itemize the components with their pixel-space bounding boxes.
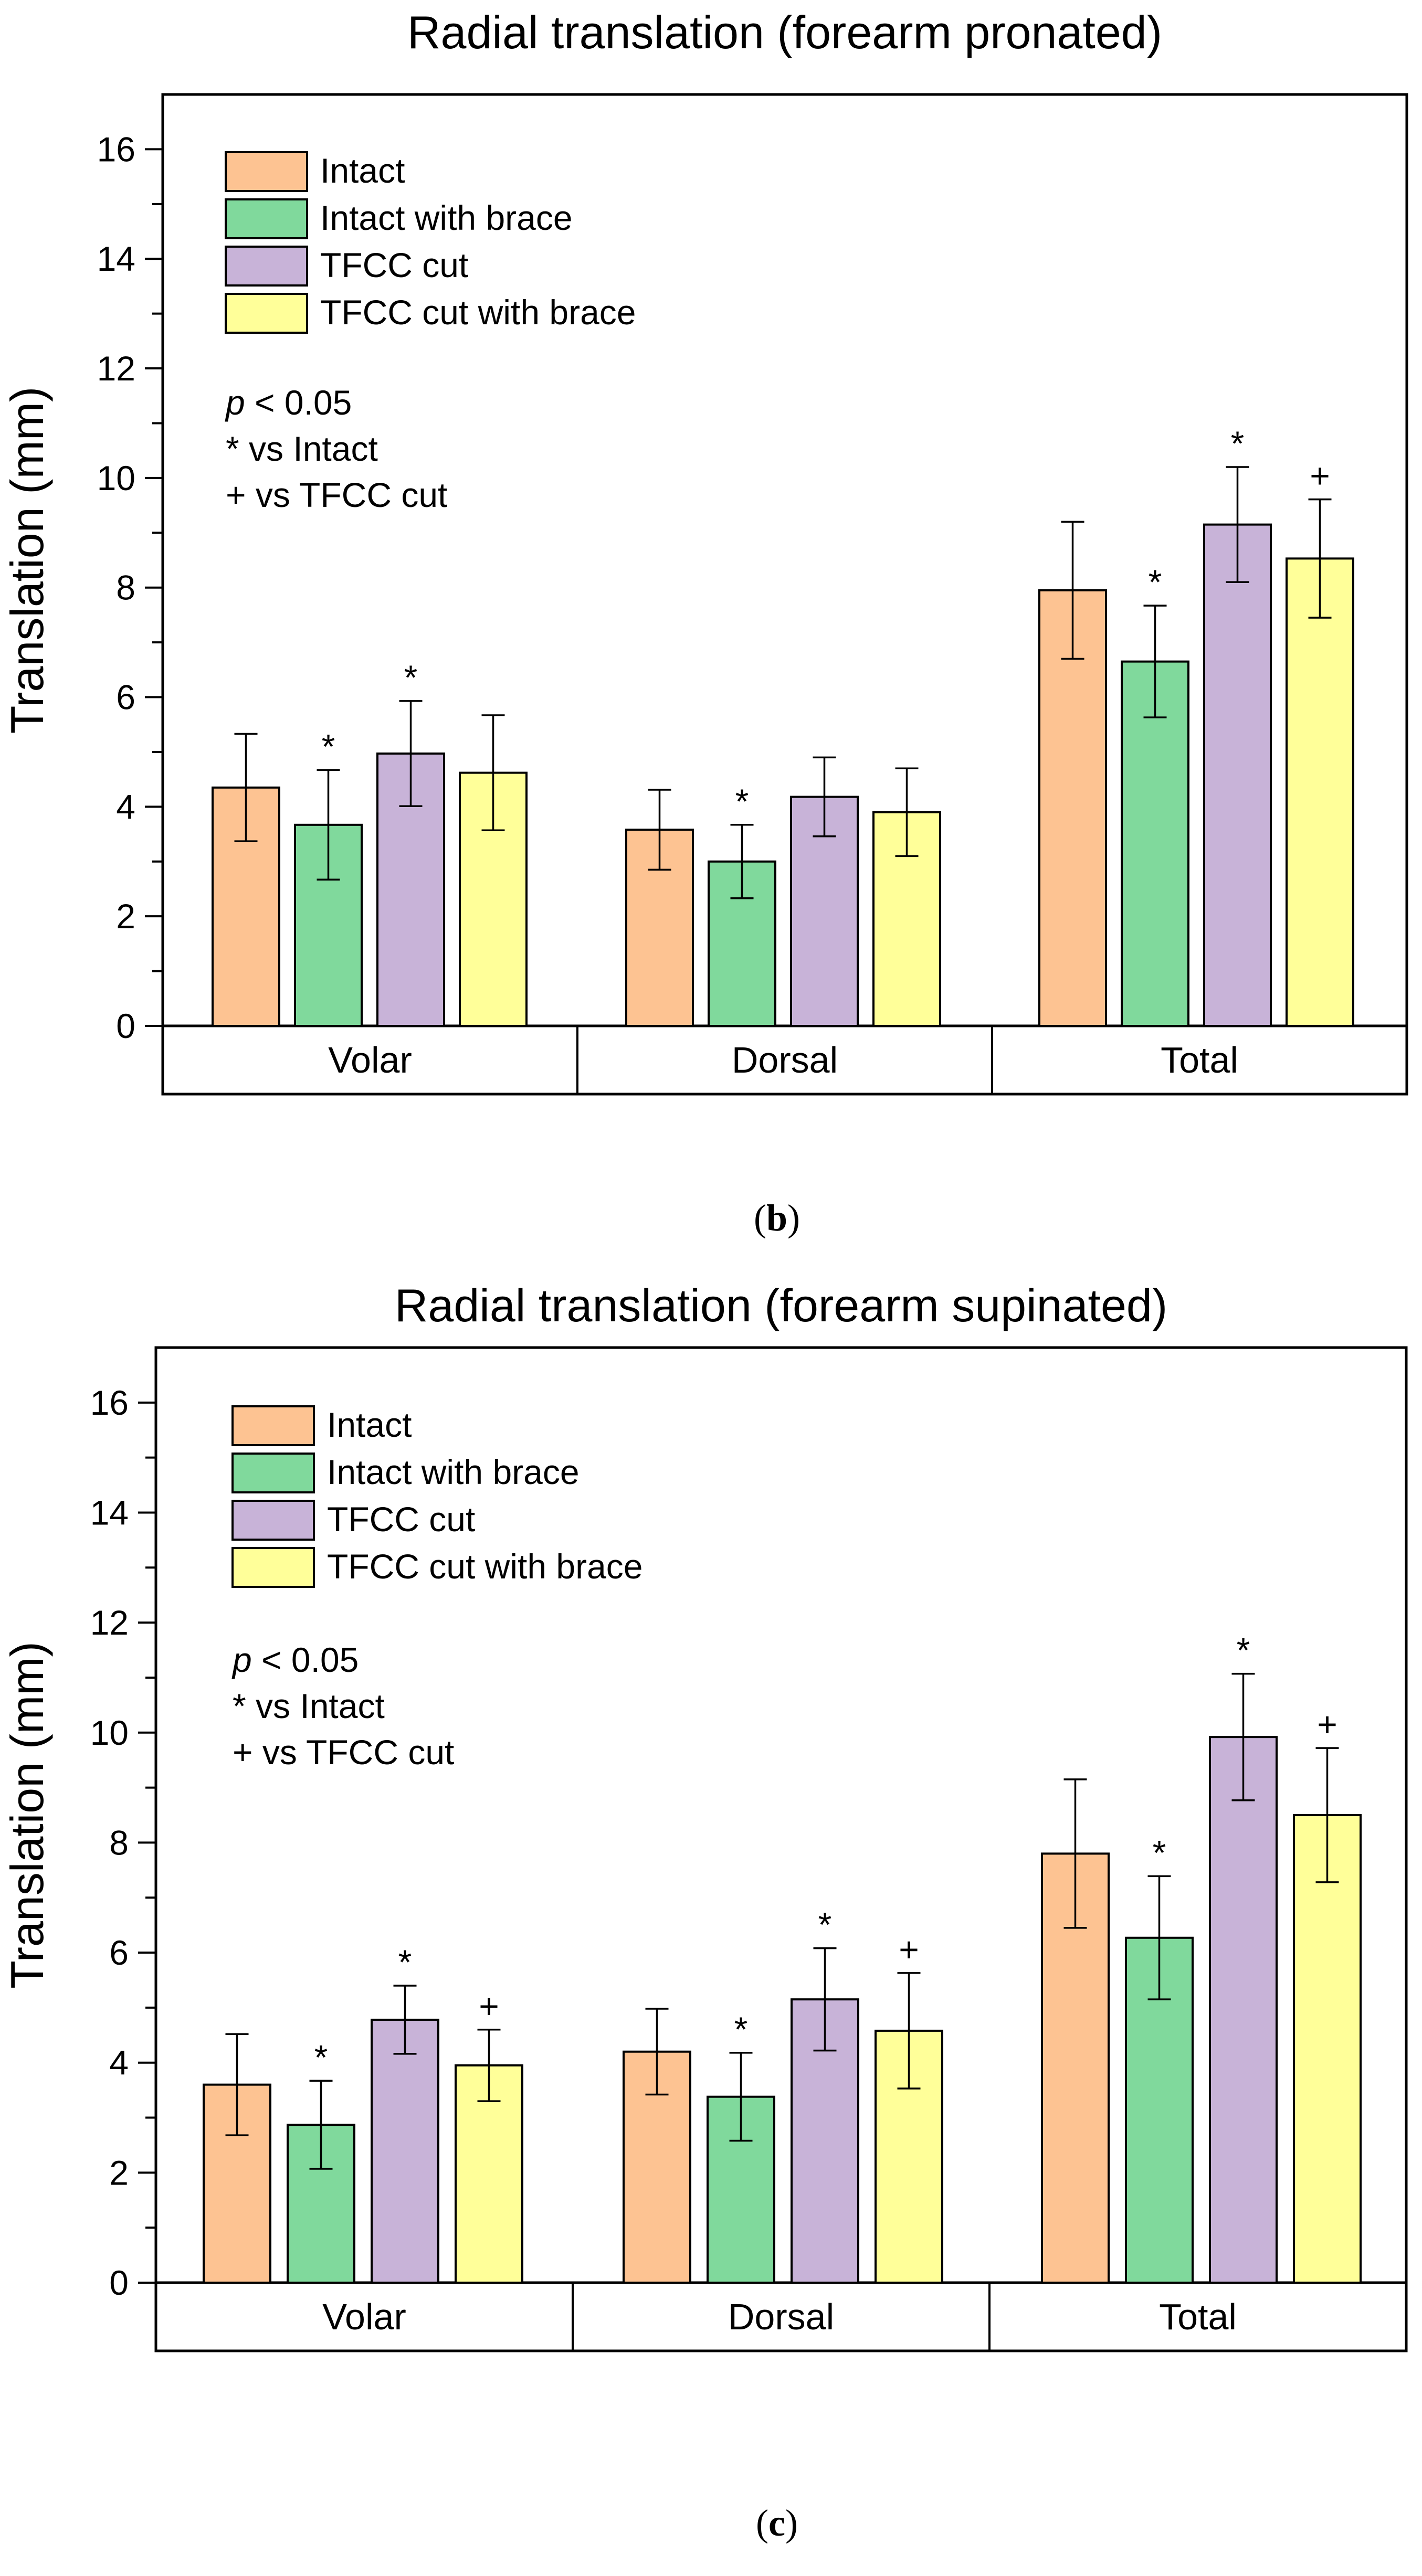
y-tick-label: 16 (97, 130, 135, 168)
chart-pronated: Radial translation (forearm pronated) Vol… (0, 0, 1422, 1280)
chart-title: Radial translation (forearm supinated) (395, 1280, 1167, 1331)
note-vs-tfcc-cut: + vs TFCC cut (233, 1733, 454, 1772)
caption-part: ) (787, 1197, 800, 1239)
legend-label: Intact with brace (320, 198, 573, 237)
significance-star: * (1237, 1631, 1250, 1670)
legend-label: Intact (327, 1405, 412, 1444)
significance-plus: + (1317, 1705, 1337, 1744)
y-axis-label: Translation (mm) (1, 387, 53, 734)
legend-swatch (225, 151, 308, 192)
legend-label: TFCC cut (327, 1500, 475, 1539)
legend-swatch (231, 1547, 315, 1588)
category-label-dorsal: Dorsal (732, 1040, 838, 1080)
caption-part: c (768, 2502, 785, 2544)
caption-part: ( (754, 1197, 766, 1239)
bar (1203, 523, 1272, 1027)
panel-caption: (b) (754, 1197, 800, 1239)
panel-caption: (c) (756, 2502, 798, 2544)
bar (1286, 557, 1354, 1027)
significance-star: * (398, 1943, 412, 1981)
p-symbol: p (231, 1640, 252, 1679)
bar (1121, 660, 1189, 1027)
p-value-note: p < 0.05 (231, 1640, 359, 1679)
y-tick-label: 12 (90, 1603, 129, 1642)
bar (212, 786, 280, 1027)
p-value-note: p < 0.05 (225, 383, 352, 422)
significance-star: * (818, 1905, 832, 1944)
p-threshold: < 0.05 (245, 383, 352, 422)
legend-swatch (231, 1500, 315, 1541)
category-label-dorsal: Dorsal (728, 2296, 834, 2337)
legend-swatch (225, 246, 308, 287)
chart-supinated: Radial translation (forearm supinated) Vo… (0, 1280, 1422, 2576)
category-label-volar: Volar (322, 2296, 406, 2337)
y-tick-label: 8 (109, 1823, 129, 1862)
p-threshold: < 0.05 (252, 1640, 359, 1679)
y-tick-label: 10 (97, 459, 135, 497)
legend-label: TFCC cut (320, 246, 468, 284)
legend-swatch (225, 198, 308, 239)
y-tick-label: 6 (116, 678, 135, 717)
legend-label: TFCC cut with brace (320, 293, 636, 332)
category-label-total: Total (1161, 1040, 1238, 1080)
significance-star: * (404, 658, 418, 697)
p-symbol: p (225, 383, 245, 422)
legend-swatch (231, 1405, 315, 1446)
legend-label: TFCC cut with brace (327, 1547, 642, 1586)
y-axis-label: Translation (mm) (1, 1641, 53, 1989)
significance-star: * (1231, 424, 1245, 463)
y-tick-label: 14 (97, 239, 135, 278)
significance-plus: + (1310, 457, 1330, 495)
y-tick-label: 6 (109, 1933, 129, 1972)
plot-frame (161, 93, 1408, 1096)
y-tick-label: 4 (116, 787, 135, 826)
y-tick-label: 8 (116, 568, 135, 607)
significance-plus: + (479, 1987, 499, 2026)
bar (1038, 589, 1107, 1027)
y-tick-label: 14 (90, 1493, 129, 1532)
y-tick-label: 2 (109, 2153, 129, 2192)
y-tick-label: 2 (116, 897, 135, 936)
significance-star: * (735, 782, 749, 821)
category-label-total: Total (1159, 2296, 1237, 2337)
note-vs-intact: * vs Intact (226, 429, 378, 468)
chart-title: Radial translation (forearm pronated) (407, 6, 1162, 58)
y-tick-label: 4 (109, 2043, 129, 2082)
legend-label: Intact (320, 151, 405, 190)
plot-frame (154, 1346, 1408, 2352)
y-tick-label: 0 (109, 2263, 129, 2302)
bar (1209, 1736, 1278, 2284)
caption-part: ) (785, 2502, 798, 2544)
significance-star: * (322, 727, 335, 766)
chart-svg: Radial translation (forearm pronated) Vol… (1, 6, 1408, 1239)
note-vs-tfcc-cut: + vs TFCC cut (226, 475, 447, 514)
bar (1293, 1814, 1362, 2284)
significance-plus: + (899, 1930, 919, 1969)
bar (371, 2018, 439, 2284)
legend-label: Intact with brace (327, 1453, 580, 1491)
caption-part: b (766, 1197, 787, 1239)
chart-svg: Radial translation (forearm supinated) Vo… (1, 1280, 1408, 2544)
significance-star: * (1153, 1833, 1166, 1872)
y-tick-label: 12 (97, 349, 135, 388)
y-tick-label: 0 (116, 1006, 135, 1045)
significance-star: * (314, 2038, 328, 2076)
y-tick-label: 16 (90, 1383, 129, 1422)
significance-star: * (734, 2010, 748, 2049)
legend-swatch (231, 1453, 315, 1493)
category-label-volar: Volar (328, 1040, 412, 1080)
significance-star: * (1149, 563, 1162, 601)
note-vs-intact: * vs Intact (233, 1687, 385, 1725)
caption-part: ( (756, 2502, 768, 2544)
y-tick-label: 10 (90, 1713, 129, 1752)
legend-swatch (225, 293, 308, 334)
